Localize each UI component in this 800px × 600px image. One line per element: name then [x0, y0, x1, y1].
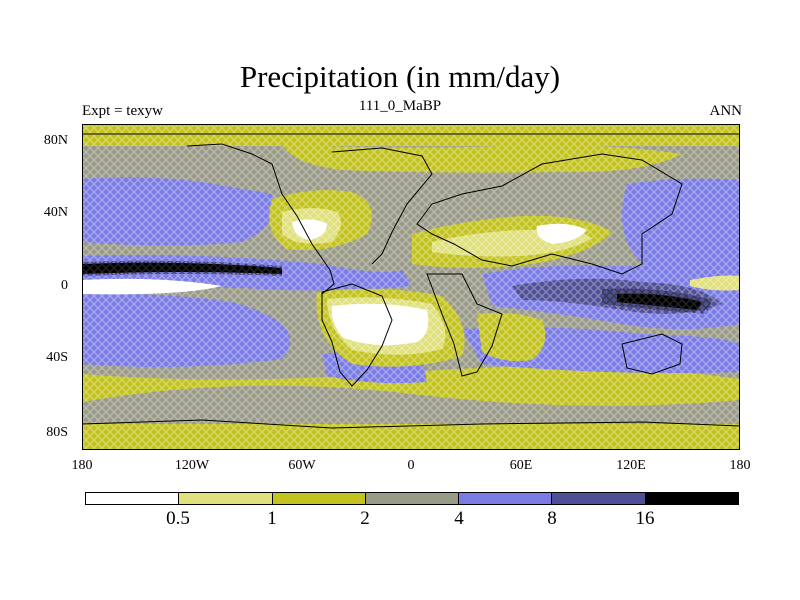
colorbar-box	[86, 493, 180, 504]
colorbar	[85, 492, 739, 505]
period-label: 111_0_MaBP	[358, 98, 442, 114]
colorbar-label: 1	[267, 508, 277, 529]
lon-tick-label: 120W	[174, 458, 210, 473]
colorbar-label: 4	[454, 508, 464, 529]
warm-pool-hatch	[602, 288, 712, 314]
season-label: ANN	[709, 103, 743, 119]
map-frame	[82, 124, 740, 450]
lat-tick-label: 40N	[43, 205, 68, 220]
lon-tick-label: 120E	[616, 458, 646, 473]
lat-tick-label: 80S	[46, 425, 68, 440]
lat-tick-label: 80N	[43, 133, 68, 148]
lon-tick-label: 0	[407, 458, 415, 473]
colorbar-box	[272, 493, 366, 504]
colorbar-box	[552, 493, 646, 504]
experiment-label: Expt = texyw	[82, 103, 163, 119]
colorbar-box	[645, 493, 738, 504]
lon-tick-label: 180	[71, 458, 93, 473]
map-hatch	[82, 124, 740, 450]
lon-tick-label: 60E	[509, 458, 533, 473]
colorbar-label: 16	[635, 508, 655, 529]
coastlines	[82, 133, 740, 429]
colorbar-box	[179, 493, 273, 504]
colorbar-label: 2	[360, 508, 370, 529]
lon-tick-label: 180	[729, 458, 751, 473]
colorbar-box	[365, 493, 460, 504]
colorbar-label: 0.5	[166, 508, 190, 529]
lon-tick-label: 60W	[288, 458, 316, 473]
colorbar-label: 8	[547, 508, 557, 529]
lat-tick-label: 0	[61, 278, 68, 293]
precipitation-map	[82, 124, 740, 450]
itcz-hatch	[82, 260, 282, 276]
lat-tick-label: 40S	[46, 350, 68, 365]
colorbar-box	[459, 493, 553, 504]
map-title: Precipitation (in mm/day)	[239, 59, 561, 94]
